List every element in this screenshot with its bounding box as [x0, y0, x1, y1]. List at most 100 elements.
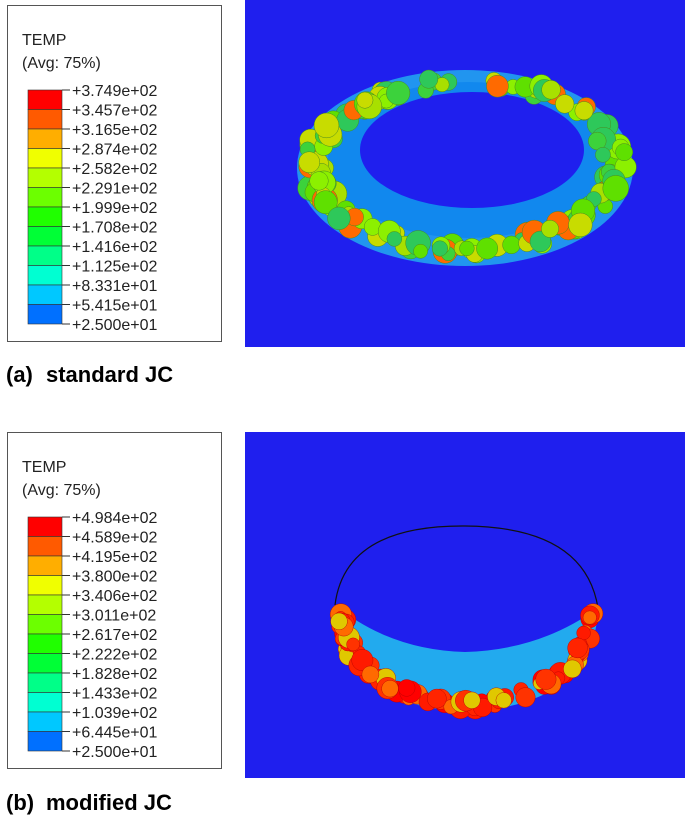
color-band	[27, 555, 63, 576]
caption: standard JC	[46, 362, 173, 387]
legend-label: +2.874e+02	[72, 142, 158, 159]
particle	[356, 91, 374, 109]
particle	[595, 146, 611, 163]
color-band	[27, 633, 63, 654]
legend-label: +2.582e+02	[72, 161, 158, 178]
color-band	[27, 206, 63, 227]
color-band	[27, 148, 63, 169]
color-band	[27, 731, 63, 752]
particle	[298, 151, 321, 173]
legend-label: +8.331e+01	[72, 278, 158, 295]
legend-label: +2.222e+02	[72, 647, 158, 664]
particle	[398, 679, 416, 697]
color-band	[27, 594, 63, 615]
legend-label: +2.500e+01	[72, 744, 158, 761]
legend-label: +1.708e+02	[72, 220, 158, 237]
legend-label: +3.800e+02	[72, 569, 158, 586]
particle	[563, 659, 582, 679]
particle	[427, 688, 447, 709]
legend: TEMP (Avg: 75%) +4.984e+02 +4.589e+02 +4.195…	[7, 432, 222, 769]
particle	[541, 219, 559, 238]
color-band	[27, 109, 63, 130]
legend-label: +4.195e+02	[72, 549, 158, 566]
color-band	[27, 692, 63, 713]
particle	[568, 212, 593, 238]
legend-label: +5.415e+01	[72, 298, 158, 315]
legend-label: +2.617e+02	[72, 627, 158, 644]
particle	[419, 69, 439, 89]
color-band	[27, 284, 63, 305]
legend-label: +3.165e+02	[72, 122, 158, 139]
particle	[567, 637, 588, 659]
legend-label: +1.828e+02	[72, 666, 158, 683]
color-band	[27, 536, 63, 557]
legend-label: +4.984e+02	[72, 510, 158, 527]
particle	[463, 691, 481, 709]
particle	[313, 190, 338, 215]
legend-label: +1.125e+02	[72, 259, 158, 276]
particle	[495, 692, 512, 709]
particle	[476, 237, 499, 260]
color-band	[27, 672, 63, 693]
legend-label: +2.291e+02	[72, 181, 158, 198]
particle	[361, 665, 380, 684]
color-band	[27, 187, 63, 208]
legend-label: +2.500e+01	[72, 317, 158, 334]
color-band	[27, 516, 63, 537]
legend-label: +1.433e+02	[72, 686, 158, 703]
particle	[582, 610, 597, 625]
particle	[535, 668, 557, 690]
caption-label: (a)	[6, 362, 33, 387]
particle	[309, 171, 329, 191]
caption-label: (b)	[6, 790, 34, 815]
legend-label: +3.749e+02	[72, 83, 158, 100]
color-band	[27, 614, 63, 635]
particle	[541, 80, 561, 100]
legend-subtitle: (Avg: 75%)	[22, 55, 101, 72]
color-band	[27, 245, 63, 266]
legend-title: TEMP	[22, 459, 66, 476]
color-band	[27, 653, 63, 674]
legend-label: +6.445e+01	[72, 725, 158, 742]
particle	[431, 240, 448, 257]
particle	[327, 206, 351, 230]
simulation-image-b	[245, 432, 685, 778]
particle	[351, 649, 374, 671]
color-band	[27, 575, 63, 596]
legend-label: +1.416e+02	[72, 239, 158, 256]
particle	[386, 80, 411, 106]
particle	[330, 612, 348, 630]
particle	[459, 240, 475, 257]
color-band	[27, 265, 63, 286]
particle	[555, 94, 575, 114]
color-band	[27, 711, 63, 732]
color-band	[27, 128, 63, 149]
particle	[346, 637, 360, 652]
legend-label: +1.999e+02	[72, 200, 158, 217]
particle	[615, 143, 633, 161]
legend: TEMP (Avg: 75%) +3.749e+02 +3.457e+02 +3.165…	[7, 5, 222, 342]
particle	[602, 175, 629, 202]
color-band	[27, 167, 63, 188]
particle	[515, 687, 536, 708]
color-band	[27, 89, 63, 110]
color-band	[27, 226, 63, 247]
particle	[502, 235, 521, 254]
legend-label: +3.457e+02	[72, 103, 158, 120]
particle	[576, 625, 591, 641]
legend-title: TEMP	[22, 32, 66, 49]
particle	[381, 680, 399, 698]
color-band	[27, 304, 63, 325]
particle	[413, 243, 428, 259]
caption: modified JC	[46, 790, 172, 815]
legend-label: +3.406e+02	[72, 588, 158, 605]
legend-label: +4.589e+02	[72, 530, 158, 547]
particle	[574, 101, 594, 121]
legend-label: +1.039e+02	[72, 705, 158, 722]
legend-subtitle: (Avg: 75%)	[22, 482, 101, 499]
particle	[386, 231, 403, 247]
simulation-image-a	[245, 0, 685, 347]
legend-label: +3.011e+02	[72, 608, 156, 625]
